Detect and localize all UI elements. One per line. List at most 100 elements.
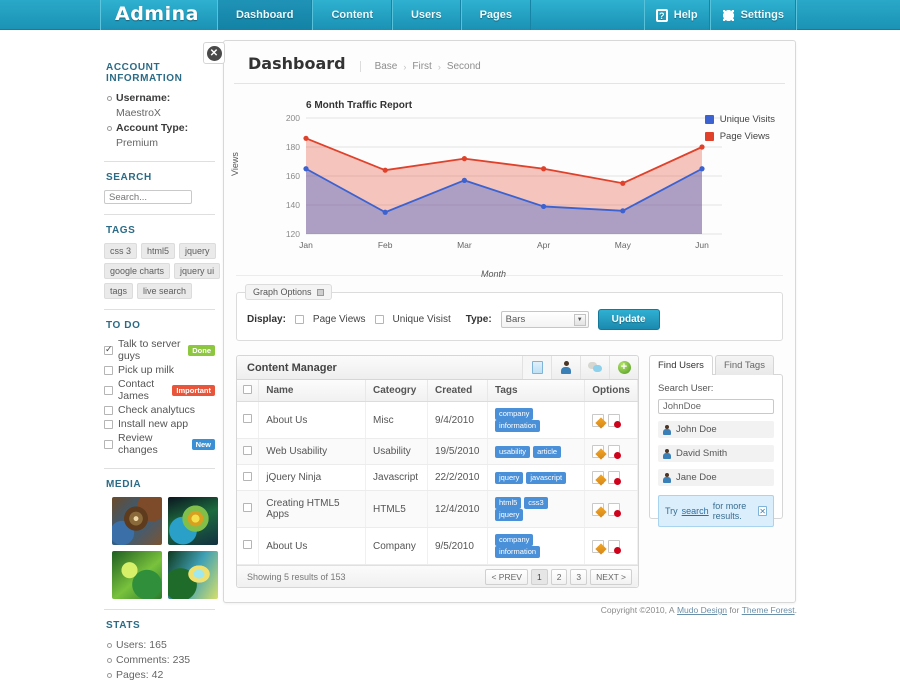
delete-icon[interactable] — [608, 445, 622, 459]
tag-item[interactable]: html5 — [141, 243, 176, 259]
breadcrumb-second[interactable]: Second — [446, 61, 481, 72]
delete-icon[interactable] — [608, 539, 622, 554]
pagination-next[interactable]: NEXT > — [590, 568, 632, 585]
todo-item[interactable]: Install new app — [104, 418, 215, 430]
settings-button[interactable]: Settings — [709, 0, 796, 30]
breadcrumb-first[interactable]: First — [412, 61, 432, 72]
table-row[interactable]: jQuery Ninja Javascript 22/2/2010 jquery jav… — [237, 464, 638, 491]
help-button[interactable]: ? Help — [643, 0, 710, 30]
todo-item[interactable]: Check analytucs — [104, 404, 215, 416]
column-created[interactable]: Created — [427, 380, 488, 402]
row-checkbox[interactable] — [243, 503, 253, 512]
row-checkbox[interactable] — [243, 445, 253, 455]
tag-pill[interactable]: usability — [494, 445, 531, 458]
edit-icon[interactable] — [592, 539, 605, 553]
pagination-page-3[interactable]: 3 — [570, 568, 588, 585]
todo-checkbox[interactable] — [104, 419, 113, 429]
todo-item[interactable]: Talk to server guys Done — [104, 338, 215, 362]
media-thumbnail[interactable] — [168, 551, 218, 599]
nav-item-dashboard[interactable]: Dashboard — [216, 0, 313, 30]
graph-options-tab[interactable]: Graph Options — [245, 284, 332, 300]
edit-icon[interactable] — [592, 502, 605, 516]
row-checkbox[interactable] — [243, 540, 253, 549]
select-all-checkbox[interactable] — [243, 384, 253, 394]
delete-icon[interactable] — [608, 502, 622, 517]
tag-item[interactable]: jquery ui — [174, 263, 221, 279]
breadcrumb: Base › First › Second — [359, 61, 481, 72]
footer-link-theme-forest[interactable]: Theme Forest — [741, 605, 795, 615]
breadcrumb-base[interactable]: Base — [374, 61, 398, 72]
tab-find-tags[interactable]: Find Tags — [714, 355, 774, 375]
tag-pill[interactable]: information — [494, 420, 541, 432]
search-input[interactable] — [104, 190, 192, 204]
note-search-link[interactable]: search — [681, 506, 709, 516]
footer-link-mudo-design[interactable]: Mudo Design — [676, 605, 728, 615]
pagination-prev[interactable]: < PREV — [485, 568, 528, 585]
nav-item-pages[interactable]: Pages — [460, 0, 531, 30]
media-thumbnail[interactable] — [168, 497, 218, 545]
nav-item-content[interactable]: Content — [312, 0, 392, 30]
pagination-page-2[interactable]: 2 — [550, 568, 568, 585]
todo-item[interactable]: Pick up milk — [104, 364, 215, 376]
user-result-item[interactable]: David Smith — [658, 445, 774, 462]
todo-checkbox[interactable] — [104, 405, 113, 415]
edit-icon[interactable] — [592, 413, 605, 427]
todo-item[interactable]: Review changes New — [104, 432, 215, 456]
brand-logo[interactable]: Admina — [115, 3, 199, 25]
tag-pill[interactable]: information — [494, 546, 541, 558]
tag-item[interactable]: jquery — [179, 243, 216, 259]
row-checkbox[interactable] — [243, 414, 253, 423]
tag-pill[interactable]: css3 — [524, 497, 548, 509]
table-row[interactable]: Web Usability Usability 19/5/2010 usability… — [237, 438, 638, 465]
todo-checkbox[interactable] — [104, 385, 113, 395]
table-row[interactable]: Creating HTML5 Apps HTML5 12/4/2010 html5 cs… — [237, 490, 638, 528]
chart-type-select[interactable]: Bars ▼ — [500, 311, 589, 328]
user-result-item[interactable]: John Doe — [658, 421, 774, 438]
tag-pill[interactable]: jquery — [494, 509, 524, 521]
tag-pill[interactable]: jquery — [494, 471, 524, 484]
column-options[interactable]: Options — [584, 380, 638, 402]
todo-checkbox[interactable] — [104, 344, 113, 355]
todo-item[interactable]: Contact James Important — [104, 378, 215, 402]
toolbar-user-button[interactable] — [551, 356, 580, 379]
todo-checkbox[interactable] — [104, 365, 113, 375]
edit-icon[interactable] — [592, 471, 605, 484]
tag-item[interactable]: live search — [137, 283, 193, 299]
search-user-input[interactable] — [658, 399, 774, 414]
edit-icon[interactable] — [592, 445, 605, 458]
panel-close-button[interactable]: ✕ — [203, 42, 225, 64]
tag-pill[interactable]: article — [533, 445, 562, 458]
user-result-item[interactable]: Jane Doe — [658, 469, 774, 486]
tag-item[interactable]: css 3 — [104, 243, 138, 259]
tag-item[interactable]: tags — [104, 283, 134, 299]
update-button[interactable]: Update — [597, 309, 660, 330]
tag-item[interactable]: google charts — [104, 263, 171, 279]
pagination-page-1[interactable]: 1 — [530, 568, 548, 585]
unique-visit-checkbox[interactable] — [374, 315, 384, 324]
chevron-down-icon[interactable]: ▼ — [573, 314, 586, 326]
stats-users-value: 165 — [149, 639, 167, 651]
tag-pill[interactable]: javascript — [526, 471, 567, 484]
tag-pill[interactable]: html5 — [494, 497, 522, 509]
column-tags[interactable]: Tags — [487, 380, 586, 402]
todo-checkbox[interactable] — [104, 439, 113, 449]
toolbar-page-button[interactable] — [522, 356, 551, 379]
column-name[interactable]: Name — [258, 380, 367, 402]
delete-icon[interactable] — [608, 471, 622, 485]
table-row[interactable]: About Us Company 9/5/2010 companyinformatio… — [237, 527, 638, 565]
media-thumbnail[interactable] — [112, 497, 162, 545]
page-views-checkbox[interactable] — [294, 315, 304, 324]
nav-item-users[interactable]: Users — [391, 0, 461, 30]
toolbar-comments-button[interactable] — [580, 356, 609, 379]
media-thumbnail[interactable] — [112, 551, 162, 599]
delete-icon[interactable] — [608, 413, 622, 428]
row-checkbox[interactable] — [243, 471, 253, 481]
user-icon — [663, 424, 671, 435]
tab-find-users[interactable]: Find Users — [649, 355, 713, 375]
tag-pill[interactable]: company — [494, 534, 534, 546]
toolbar-add-button[interactable]: + — [609, 356, 638, 379]
column-category[interactable]: Cateogry — [365, 380, 428, 402]
tag-pill[interactable]: company — [494, 408, 534, 420]
table-row[interactable]: About Us Misc 9/4/2010 companyinformation — [237, 401, 638, 439]
close-icon[interactable]: ✕ — [758, 506, 767, 516]
